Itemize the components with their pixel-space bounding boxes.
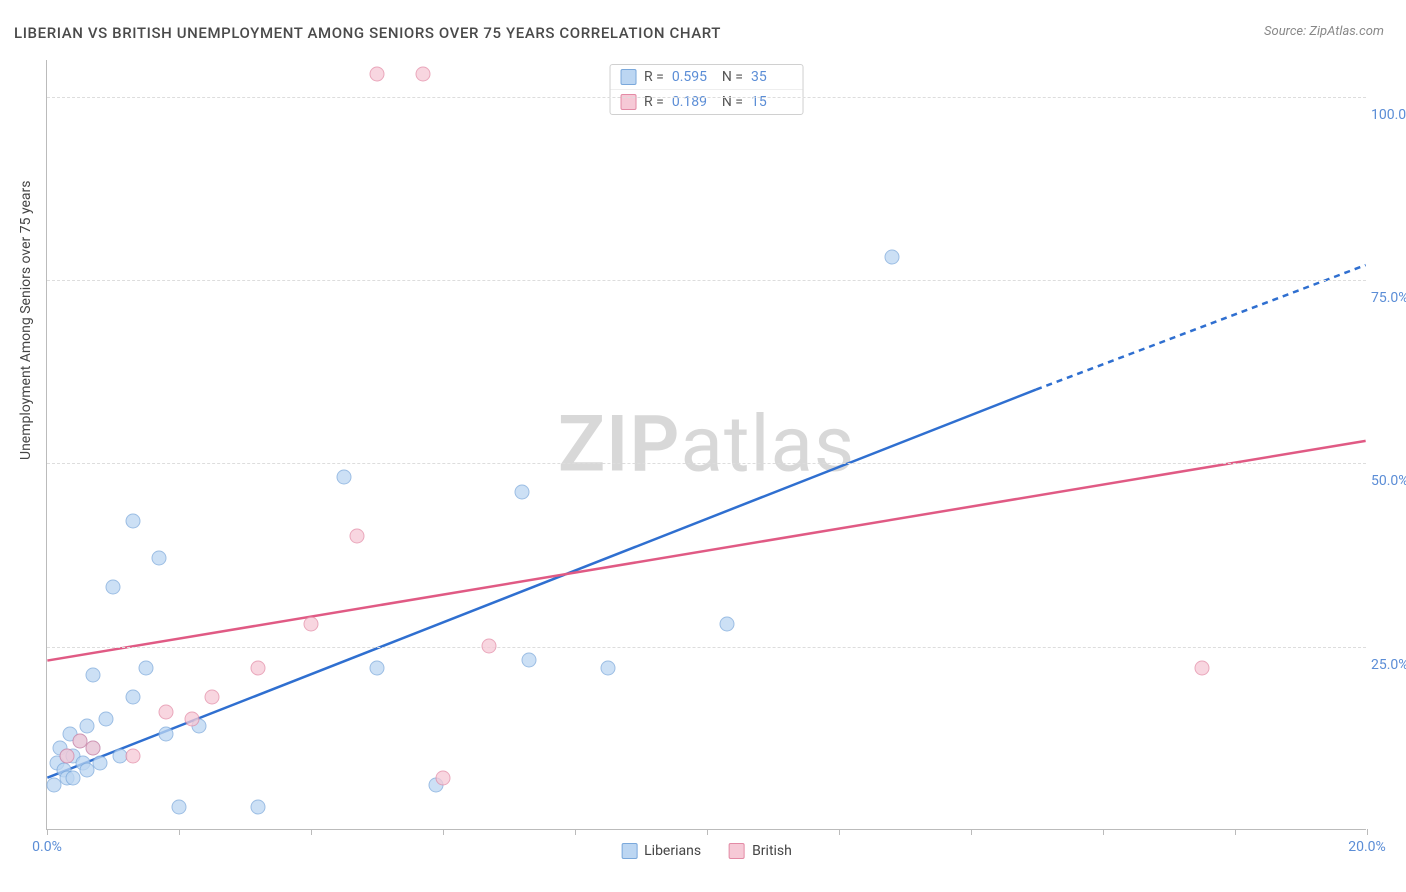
- data-point: [515, 484, 530, 499]
- x-tick: [575, 829, 576, 835]
- data-point: [521, 653, 536, 668]
- data-point: [719, 616, 734, 631]
- y-axis-label: Unemployment Among Seniors over 75 years: [18, 181, 34, 461]
- stat-r-label: R =: [644, 69, 664, 85]
- x-tick: [839, 829, 840, 835]
- data-point: [92, 756, 107, 771]
- x-tick-label: 0.0%: [32, 839, 62, 855]
- source-credit: Source: ZipAtlas.com: [1264, 24, 1384, 39]
- data-point: [86, 741, 101, 756]
- stats-row: R = 0.595 N = 35: [610, 65, 803, 89]
- data-point: [158, 726, 173, 741]
- y-tick-label: 50.0%: [1371, 473, 1406, 489]
- data-point: [205, 690, 220, 705]
- data-point: [337, 470, 352, 485]
- data-point: [482, 638, 497, 653]
- data-point: [1195, 660, 1210, 675]
- legend-label: British: [752, 843, 792, 859]
- data-point: [185, 712, 200, 727]
- x-tick: [1103, 829, 1104, 835]
- chart-title: LIBERIAN VS BRITISH UNEMPLOYMENT AMONG S…: [14, 24, 721, 42]
- data-point: [99, 712, 114, 727]
- data-point: [125, 690, 140, 705]
- data-point: [86, 668, 101, 683]
- data-point: [106, 580, 121, 595]
- correlation-stats-box: R = 0.595 N = 35 R =0.189N =15: [609, 64, 804, 115]
- data-point: [370, 660, 385, 675]
- y-tick-label: 75.0%: [1371, 290, 1406, 306]
- legend-item: Liberians: [621, 843, 701, 859]
- data-point: [350, 528, 365, 543]
- legend-swatch: [729, 843, 745, 859]
- x-tick: [179, 829, 180, 835]
- data-point: [59, 748, 74, 763]
- data-point: [884, 250, 899, 265]
- x-tick: [971, 829, 972, 835]
- data-point: [125, 748, 140, 763]
- y-tick-label: 25.0%: [1371, 657, 1406, 673]
- gridline: [47, 97, 1366, 98]
- x-tick: [707, 829, 708, 835]
- x-tick-label: 20.0%: [1348, 839, 1386, 855]
- legend-label: Liberians: [644, 843, 701, 859]
- data-point: [79, 719, 94, 734]
- watermark: ZIPatlas: [558, 399, 855, 490]
- data-point: [370, 66, 385, 81]
- gridline: [47, 280, 1366, 281]
- data-point: [416, 66, 431, 81]
- x-tick: [47, 829, 48, 835]
- legend-swatch: [621, 843, 637, 859]
- data-point: [172, 800, 187, 815]
- data-point: [152, 550, 167, 565]
- series-legend: Liberians British: [621, 843, 792, 859]
- x-tick: [1235, 829, 1236, 835]
- data-point: [125, 514, 140, 529]
- y-tick-label: 100.0%: [1371, 107, 1406, 123]
- data-point: [436, 770, 451, 785]
- data-point: [251, 800, 266, 815]
- plot-area: ZIPatlas R =0.595N =35R =0.189N =15 Libe…: [46, 60, 1366, 830]
- stats-row: R =0.189N =15: [610, 89, 803, 114]
- legend-item: British: [729, 843, 792, 859]
- x-tick: [311, 829, 312, 835]
- trend-line: [47, 441, 1365, 661]
- trend-lines-layer: [47, 60, 1366, 829]
- data-point: [304, 616, 319, 631]
- legend-swatch: [620, 69, 636, 85]
- data-point: [139, 660, 154, 675]
- data-point: [158, 704, 173, 719]
- x-tick: [443, 829, 444, 835]
- trend-line-dashed: [1036, 265, 1366, 390]
- stat-n-value: 35: [751, 69, 793, 85]
- data-point: [251, 660, 266, 675]
- stat-n-label: N =: [722, 69, 743, 85]
- gridline: [47, 463, 1366, 464]
- data-point: [601, 660, 616, 675]
- gridline: [47, 647, 1366, 648]
- stat-r-value: 0.595: [672, 69, 714, 85]
- x-tick: [1367, 829, 1368, 835]
